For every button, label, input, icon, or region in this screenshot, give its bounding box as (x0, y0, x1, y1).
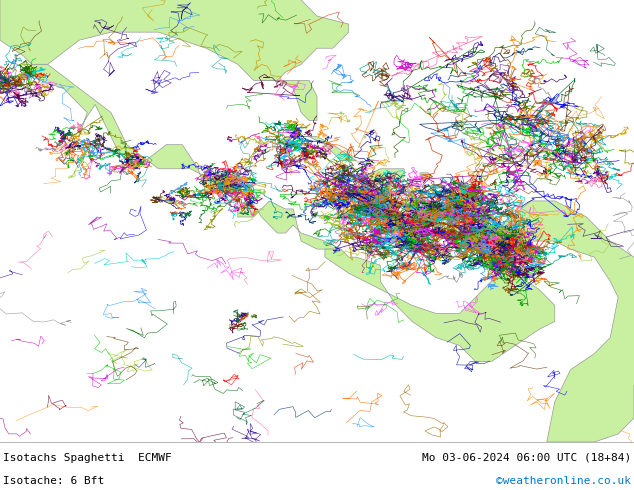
Polygon shape (261, 80, 317, 121)
Text: Isotache: 6 Bft: Isotache: 6 Bft (3, 476, 105, 486)
Polygon shape (365, 169, 404, 185)
Polygon shape (278, 137, 356, 161)
Polygon shape (333, 173, 349, 178)
Polygon shape (24, 64, 341, 257)
Text: ©weatheronline.co.uk: ©weatheronline.co.uk (496, 476, 631, 486)
Polygon shape (420, 173, 432, 177)
Polygon shape (463, 233, 472, 241)
Polygon shape (0, 0, 634, 80)
Text: Isotachs Spaghetti  ECMWF: Isotachs Spaghetti ECMWF (3, 453, 172, 463)
Text: Mo 03-06-2024 06:00 UTC (18+84): Mo 03-06-2024 06:00 UTC (18+84) (422, 453, 631, 463)
Polygon shape (325, 201, 634, 442)
